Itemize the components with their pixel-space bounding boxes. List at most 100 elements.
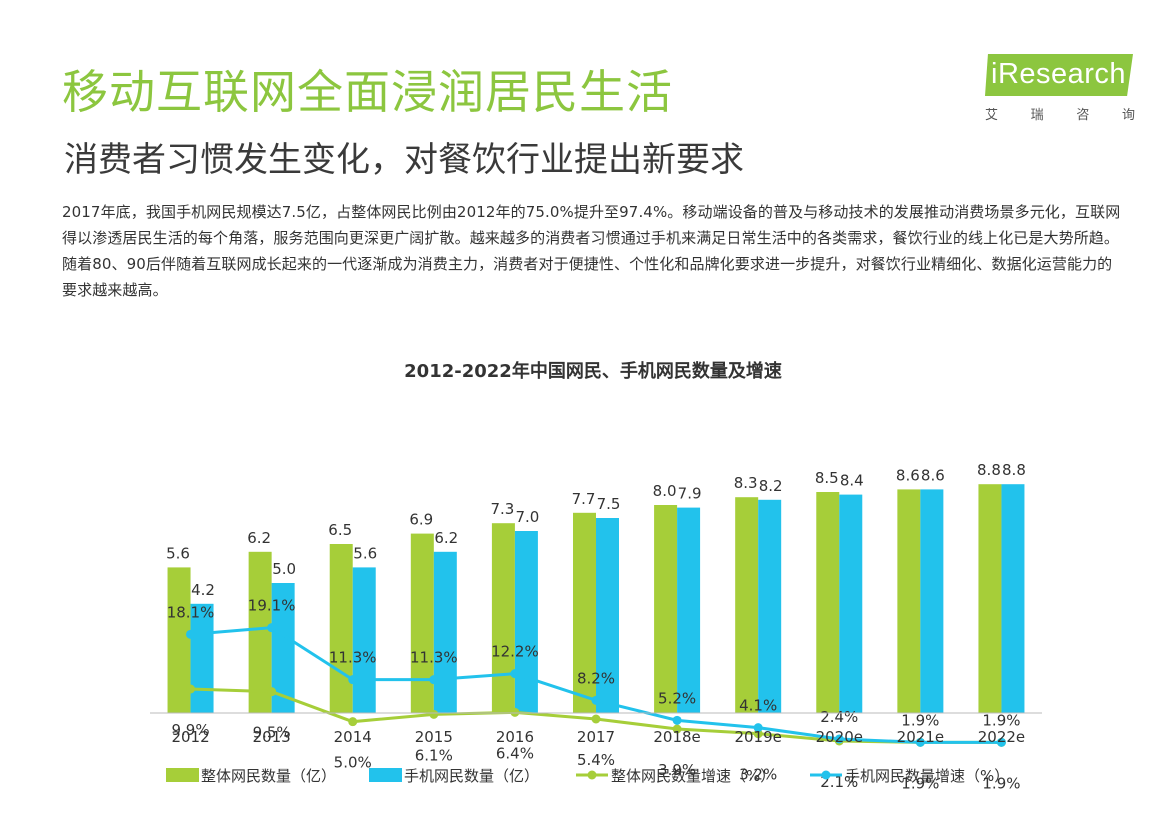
- label-mobile-users: 5.0: [272, 560, 296, 578]
- mobile-growth-label: 1.9%: [901, 711, 939, 729]
- total-growth-label: 5.0%: [334, 754, 372, 772]
- mobile-growth-label: 2.4%: [820, 708, 858, 726]
- bar-total-users: [978, 484, 1002, 713]
- x-tick-label: 2017: [577, 728, 615, 746]
- label-mobile-users: 6.2: [434, 529, 458, 547]
- x-tick-label: 2016: [496, 728, 534, 746]
- bar-mobile-users: [1001, 484, 1025, 713]
- total-growth-point: [186, 684, 196, 694]
- legend-total-users-swatch: [166, 768, 199, 782]
- chart-title: 2012-2022年中国网民、手机网民数量及增速: [404, 360, 782, 382]
- label-mobile-users: 5.6: [353, 544, 377, 562]
- total-growth-point: [672, 724, 682, 734]
- bar-total-users: [654, 505, 678, 713]
- label-total-users: 8.0: [653, 482, 677, 500]
- bar-total-users: [167, 567, 191, 713]
- label-total-users: 8.3: [734, 474, 758, 492]
- mobile-growth-label: 11.3%: [410, 649, 458, 667]
- label-mobile-users: 7.5: [597, 495, 621, 513]
- x-tick-label: 2013: [253, 728, 291, 746]
- x-tick-label: 2021e: [897, 728, 944, 746]
- mobile-growth-label: 18.1%: [167, 603, 215, 621]
- total-growth-point: [429, 709, 439, 719]
- bar-mobile-users: [190, 603, 214, 713]
- bar-total-users: [816, 492, 840, 713]
- bar-total-users: [735, 497, 759, 713]
- total-growth-label: 5.4%: [577, 751, 615, 769]
- page-subtitle: 消费者习惯发生变化，对餐饮行业提出新要求: [64, 140, 744, 180]
- total-growth-label: 6.1%: [415, 746, 453, 764]
- mobile-growth-label: 19.1%: [248, 597, 296, 615]
- total-growth-label: 3.9%: [658, 761, 696, 779]
- label-total-users: 8.5: [815, 469, 839, 487]
- logo-sub-char: 瑞: [1030, 108, 1044, 123]
- label-total-users: 8.8: [977, 461, 1001, 479]
- total-growth-label: 2.1%: [820, 773, 858, 791]
- mobile-growth-point: [834, 734, 844, 744]
- total-growth-point: [591, 714, 601, 724]
- total-growth-point: [348, 717, 358, 727]
- bar-mobile-users: [677, 507, 701, 713]
- mobile-growth-label: 8.2%: [577, 669, 615, 687]
- mobile-growth-point: [915, 737, 925, 747]
- total-growth-label: 1.9%: [901, 774, 939, 792]
- total-growth-point: [510, 707, 520, 717]
- bar-mobile-users: [920, 489, 944, 713]
- bar-total-users: [329, 544, 353, 713]
- legend-mobile-growth-marker: [821, 770, 831, 780]
- logo-badge: [985, 54, 1133, 96]
- bar-mobile-users: [839, 494, 863, 713]
- legend-mobile-growth-text: 手机网民数量增速（%）: [845, 767, 1009, 785]
- logo-subtitle: 艾 瑞 咨 询: [985, 104, 1135, 123]
- mobile-growth-point: [267, 623, 277, 633]
- x-tick-label: 2015: [415, 728, 453, 746]
- total-growth-label: 6.4%: [496, 744, 534, 762]
- label-total-users: 6.5: [328, 521, 352, 539]
- bar-total-users: [410, 533, 434, 713]
- mobile-growth-point: [510, 669, 520, 679]
- logo-sub-char: 询: [1121, 108, 1135, 123]
- bar-mobile-users: [271, 583, 295, 713]
- label-mobile-users: 8.8: [1002, 461, 1026, 479]
- bar-mobile-users: [433, 551, 457, 713]
- bar-mobile-users: [758, 499, 782, 713]
- intro-paragraph: 2017年底，我国手机网民规模达7.5亿，占整体网民比例由2012年的75.0%…: [62, 203, 1121, 299]
- label-total-users: 8.6: [896, 466, 920, 484]
- label-total-users: 7.7: [572, 490, 596, 508]
- page-title: 移动互联网全面浸润居民生活: [62, 65, 673, 119]
- mobile-growth-point: [753, 723, 763, 733]
- mobile-growth-point: [591, 695, 601, 705]
- total-growth-label: 3.2%: [739, 766, 777, 784]
- legend-total-growth-marker: [587, 770, 597, 780]
- total-growth-label: 1.9%: [982, 774, 1020, 792]
- mobile-growth-point: [672, 715, 682, 725]
- bar-total-users: [491, 523, 515, 713]
- logo-sub-char: 艾: [985, 108, 999, 123]
- label-mobile-users: 7.0: [515, 508, 539, 526]
- mobile-growth-label: 11.3%: [329, 649, 377, 667]
- label-mobile-users: 8.4: [840, 472, 864, 490]
- internet-users-chart: 2012-2022年中国网民、手机网民数量及增速 5.6 4.2 6.2 5.0 6.5…: [150, 360, 1042, 792]
- legend-mobile-users-swatch: [369, 768, 402, 782]
- bar-total-users: [248, 551, 272, 713]
- logo-sub-char: 咨: [1076, 108, 1090, 123]
- bar-total-users: [897, 489, 921, 713]
- mobile-growth-point: [348, 675, 358, 685]
- bar-total-users: [573, 512, 596, 713]
- mobile-growth-point: [186, 629, 196, 639]
- label-mobile-users: 4.2: [191, 581, 215, 599]
- x-tick-label: 2020e: [816, 728, 863, 746]
- x-tick-label: 2014: [334, 728, 372, 746]
- legend-total-growth-text: 整体网民数量增速（%）: [611, 767, 775, 785]
- total-growth-label: 9.9%: [171, 721, 209, 739]
- x-tick-label: 2022e: [978, 728, 1025, 746]
- legend-mobile-users-text: 手机网民数量（亿）: [404, 767, 539, 785]
- iresearch-logo: iResearch 艾 瑞 咨 询: [985, 52, 1135, 127]
- x-tick-label: 2019e: [734, 728, 781, 746]
- label-mobile-users: 7.9: [678, 485, 702, 503]
- bar-mobile-users: [352, 567, 376, 713]
- total-growth-label: 9.5%: [253, 724, 291, 742]
- label-total-users: 6.9: [409, 511, 433, 529]
- mobile-growth-label: 4.1%: [739, 697, 777, 715]
- logo-brand-text: iResearch: [991, 58, 1127, 90]
